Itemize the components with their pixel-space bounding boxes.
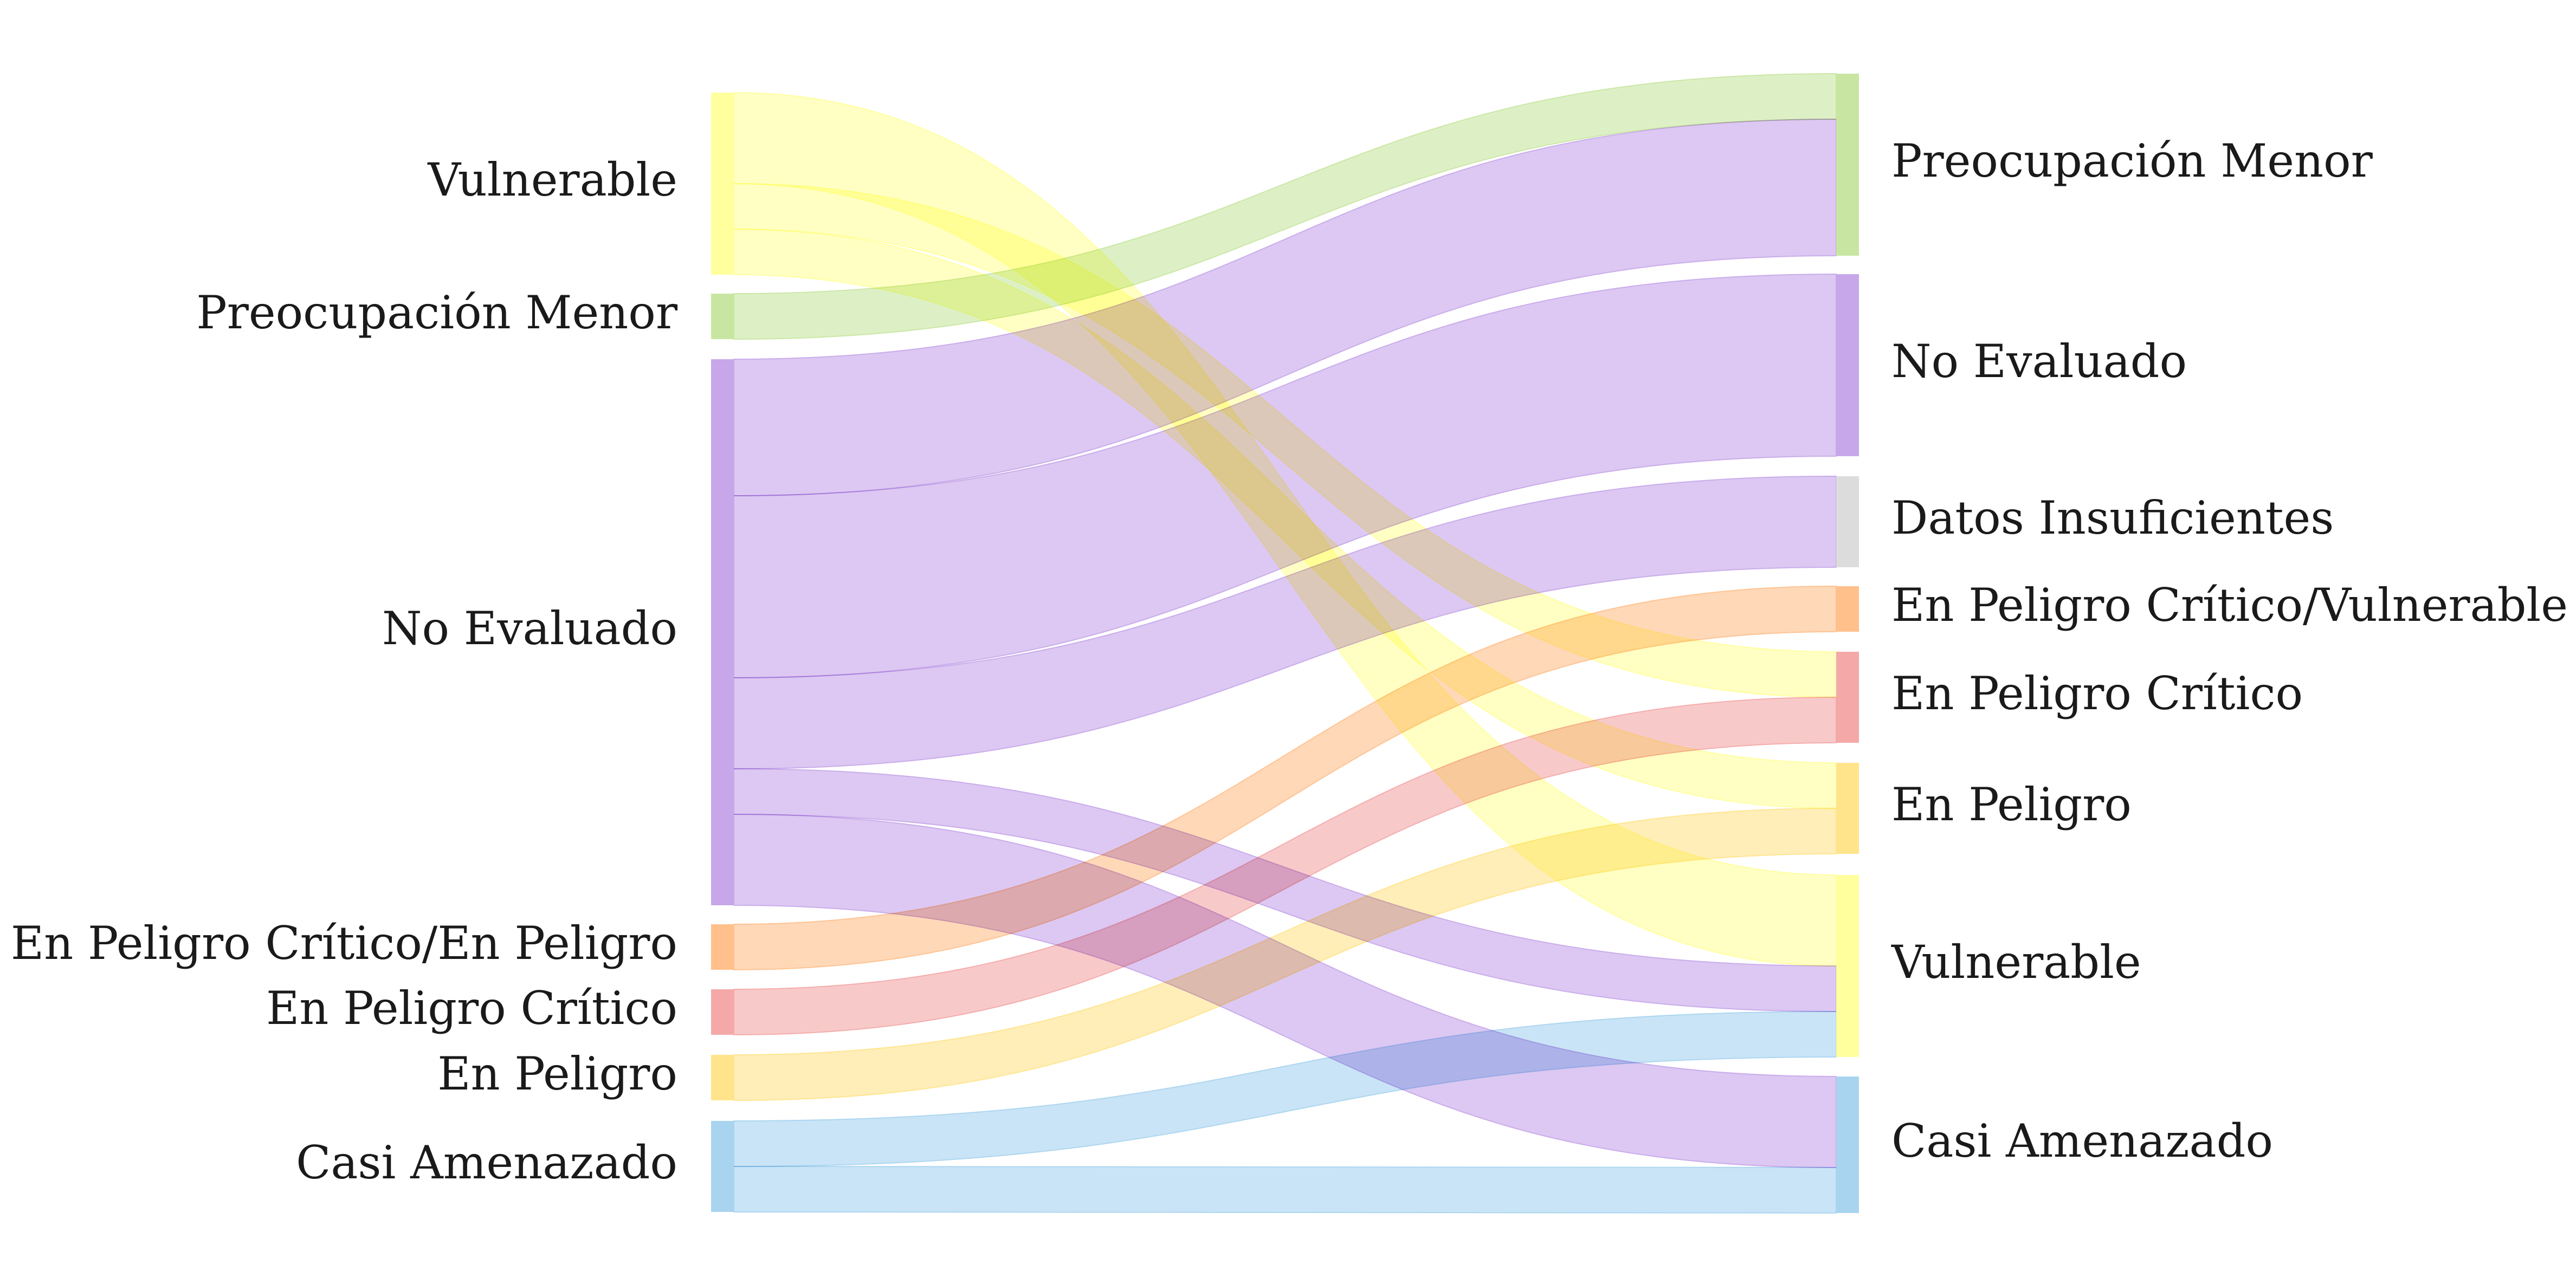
left-node-bar-l_nt	[711, 1121, 734, 1212]
right-label-no-evaluado: No Evaluado	[1891, 335, 2187, 388]
right-node-bar-r_nt	[1836, 1077, 1859, 1213]
right-node-bar-r_crvu	[1836, 586, 1859, 632]
left-label-preocupacion-menor: Preocupación Menor	[196, 286, 678, 339]
left-label-en-peligro-critico-en-peligro: En Peligro Crítico/En Peligro	[11, 917, 677, 970]
left-node-bar-l_vu	[711, 93, 734, 275]
right-label-en-peligro: En Peligro	[1891, 778, 2132, 831]
flow-link-l_nt-to-r_nt	[733, 1165, 1837, 1214]
labels-layer: Vulnerable Preocupación Menor No Evaluad…	[11, 134, 2568, 1189]
right-label-en-peligro-critico-vulnerable: En Peligro Crítico/Vulnerable	[1891, 579, 2568, 632]
right-node-bar-r_lc	[1836, 74, 1859, 256]
left-node-bar-l_cren	[711, 924, 734, 970]
left-node-bar-l_en	[711, 1055, 734, 1100]
right-node-bar-r_vu	[1836, 875, 1859, 1057]
right-label-casi-amenazado: Casi Amenazado	[1891, 1114, 2273, 1168]
right-node-bar-r_dd	[1836, 476, 1859, 567]
left-label-vulnerable: Vulnerable	[427, 153, 677, 206]
right-label-vulnerable: Vulnerable	[1891, 936, 2141, 989]
left-node-bar-l_cr	[711, 989, 734, 1035]
left-node-bar-l_lc	[711, 294, 734, 339]
right-label-en-peligro-critico: En Peligro Crítico	[1891, 667, 2303, 720]
left-label-en-peligro-critico: En Peligro Crítico	[266, 982, 677, 1035]
links-layer	[733, 73, 1837, 1214]
right-label-datos-insuficientes: Datos Insuficientes	[1891, 491, 2334, 544]
left-node-bar-l_ne	[711, 359, 734, 905]
right-node-bar-r_en	[1836, 763, 1859, 854]
nodes-layer	[711, 74, 1859, 1213]
right-node-bar-r_cr	[1836, 652, 1859, 743]
left-label-casi-amenazado: Casi Amenazado	[296, 1136, 677, 1189]
right-label-preocupacion-menor: Preocupación Menor	[1891, 134, 2373, 187]
right-node-bar-r_ne	[1836, 274, 1859, 456]
left-label-no-evaluado: No Evaluado	[382, 602, 677, 655]
left-label-en-peligro: En Peligro	[437, 1047, 677, 1100]
